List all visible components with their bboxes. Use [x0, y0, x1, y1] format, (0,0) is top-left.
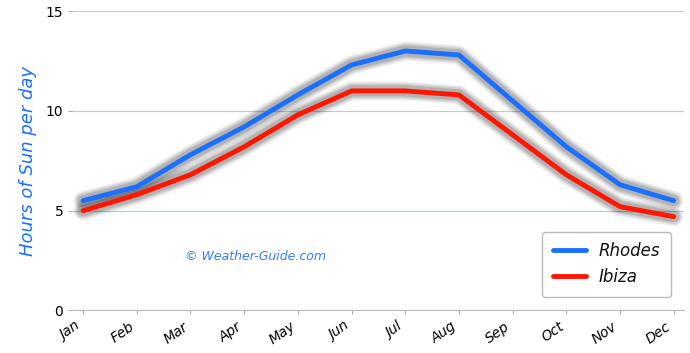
Ibiza [79, 209, 87, 213]
Ibiza [186, 173, 195, 177]
Legend: Rhodes, Ibiza: Rhodes, Ibiza [542, 232, 671, 297]
Ibiza [294, 113, 302, 117]
Y-axis label: Hours of Sun per day: Hours of Sun per day [19, 66, 37, 256]
Ibiza [616, 204, 624, 209]
Rhodes [616, 183, 624, 187]
Rhodes [562, 145, 571, 149]
Rhodes [401, 49, 409, 53]
Ibiza [240, 145, 248, 149]
Rhodes [294, 93, 302, 97]
Ibiza [509, 133, 517, 137]
Rhodes [240, 125, 248, 129]
Ibiza [562, 173, 571, 177]
Rhodes [132, 185, 141, 189]
Rhodes [509, 99, 517, 103]
Rhodes [186, 152, 195, 157]
Text: © Weather-Guide.com: © Weather-Guide.com [186, 250, 326, 263]
Ibiza [132, 193, 141, 197]
Ibiza [669, 215, 678, 219]
Rhodes [79, 198, 87, 203]
Line: Ibiza: Ibiza [83, 91, 673, 217]
Rhodes [347, 63, 355, 67]
Rhodes [455, 53, 463, 57]
Rhodes [669, 198, 678, 203]
Line: Rhodes: Rhodes [83, 51, 673, 201]
Ibiza [401, 89, 409, 93]
Ibiza [347, 89, 355, 93]
Ibiza [455, 93, 463, 97]
